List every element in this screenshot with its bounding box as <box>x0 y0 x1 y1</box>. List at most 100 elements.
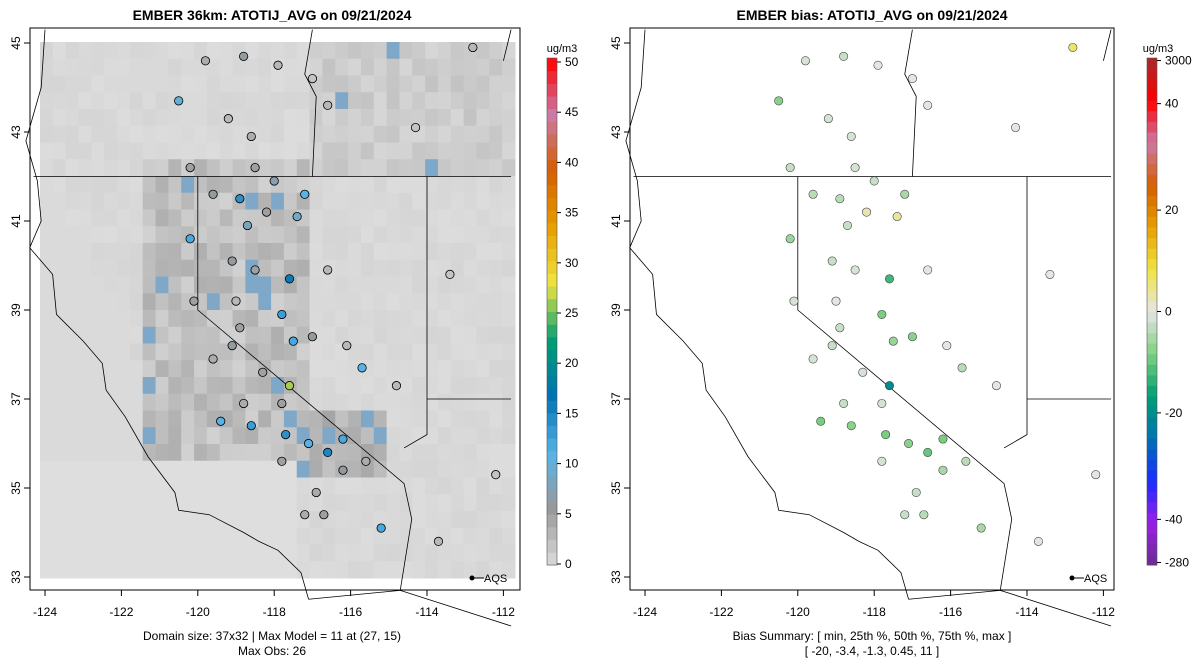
grid-cell <box>206 393 221 411</box>
grid-cell <box>476 109 490 127</box>
grid-cell <box>194 109 208 127</box>
site-bias-point <box>823 114 833 124</box>
grid-cell <box>335 92 349 110</box>
grid-cell <box>181 326 195 344</box>
grid-cell <box>181 527 195 545</box>
grid-cell <box>309 360 323 378</box>
grid-cell <box>335 293 349 311</box>
grid-cell <box>232 427 246 445</box>
grid-cell <box>117 159 131 177</box>
grid-cell <box>142 293 157 311</box>
grid-cell <box>348 511 362 529</box>
grid-cell <box>335 192 349 210</box>
grid-cell <box>40 42 54 60</box>
site-bias-point <box>1033 536 1043 546</box>
grid-cell <box>117 259 131 277</box>
grid-cell <box>258 259 272 277</box>
grid-cell <box>450 293 465 311</box>
grid-cell <box>425 75 439 93</box>
grid-cell <box>65 226 80 244</box>
grid-cell <box>65 192 80 210</box>
grid-cell <box>206 293 221 311</box>
grid-cell <box>245 310 259 328</box>
grid-cell <box>386 393 400 411</box>
grid-cell <box>309 343 323 361</box>
grid-cell <box>386 75 400 93</box>
grid-cell <box>104 259 118 277</box>
colorbar-swatch <box>1147 153 1157 165</box>
grid-cell <box>450 527 465 545</box>
site-bias-point <box>839 51 849 61</box>
site-bias-point <box>846 421 856 431</box>
grid-cell <box>206 360 221 378</box>
grid-cell <box>52 494 67 512</box>
grid-cell <box>360 544 375 562</box>
grid-cell <box>155 360 169 378</box>
grid-cell <box>155 159 169 177</box>
grid-cell <box>399 393 413 411</box>
grid-cell <box>194 75 208 93</box>
grid-cell <box>360 159 375 177</box>
grid-cell <box>245 427 259 445</box>
grid-cell <box>322 142 336 160</box>
grid-cell <box>155 293 169 311</box>
grid-cell <box>412 393 426 411</box>
grid-cell <box>65 243 80 261</box>
grid-cell <box>78 209 92 227</box>
site-obs-point <box>250 265 260 275</box>
grid-cell <box>322 192 336 210</box>
grid-cell <box>40 310 54 328</box>
grid-cell <box>258 75 272 93</box>
site-obs-point <box>261 207 272 217</box>
grid-cell <box>168 125 182 143</box>
grid-cell <box>399 142 413 160</box>
colorbar-swatch <box>1147 448 1157 460</box>
grid-cell <box>296 142 311 160</box>
grid-cell <box>360 192 375 210</box>
grid-cell <box>104 343 118 361</box>
colorbar-tick-label: 40 <box>1165 97 1179 111</box>
site-obs-point <box>223 114 233 124</box>
colorbar-swatch <box>547 146 557 160</box>
grid-cell <box>373 159 388 177</box>
site-bias-point <box>827 341 837 351</box>
grid-cell <box>283 561 298 579</box>
grid-cell <box>476 511 490 529</box>
state-boundaries <box>625 29 1112 627</box>
grid-cell <box>335 109 349 127</box>
grid-cell <box>373 494 388 512</box>
grid-cell <box>258 326 272 344</box>
colorbar-swatch <box>547 311 557 325</box>
grid-cell <box>52 527 67 545</box>
grid-cell <box>245 192 259 210</box>
grid-cell <box>117 75 131 93</box>
grid-cell <box>360 561 375 579</box>
grid-cell <box>450 142 465 160</box>
grid-cell <box>155 142 169 160</box>
grid-cell <box>181 460 195 478</box>
grid-cell <box>104 360 118 378</box>
grid-cell <box>502 460 516 478</box>
grid-cell <box>476 209 490 227</box>
grid-cell <box>78 42 92 60</box>
colorbar-swatch <box>547 260 557 274</box>
site-bias-point <box>900 510 910 520</box>
grid-cell <box>296 343 311 361</box>
grid-cell <box>450 326 465 344</box>
colorbar-swatch <box>1147 554 1157 566</box>
right-footer-values: [ -20, -3.4, -1.3, 0.45, 11 ] <box>805 644 940 658</box>
grid-cell <box>271 360 285 378</box>
grid-cell <box>155 176 169 194</box>
left-footer-domain: Domain size: 37x32 | Max Model = 11 at (… <box>143 629 401 643</box>
grid-cell <box>40 276 54 294</box>
grid-cell <box>181 209 195 227</box>
grid-cell <box>322 460 336 478</box>
grid-cell <box>489 42 503 60</box>
grid-cell <box>412 511 426 529</box>
left-map-panel: EMBER 36km: ATOTIJ_AVG on 09/21/2024 -12… <box>9 7 579 658</box>
grid-cell <box>373 477 388 495</box>
grid-cell <box>206 58 221 76</box>
grid-cell <box>463 75 477 93</box>
colorbar-swatch <box>1147 100 1157 112</box>
colorbar-swatch <box>1147 58 1157 70</box>
